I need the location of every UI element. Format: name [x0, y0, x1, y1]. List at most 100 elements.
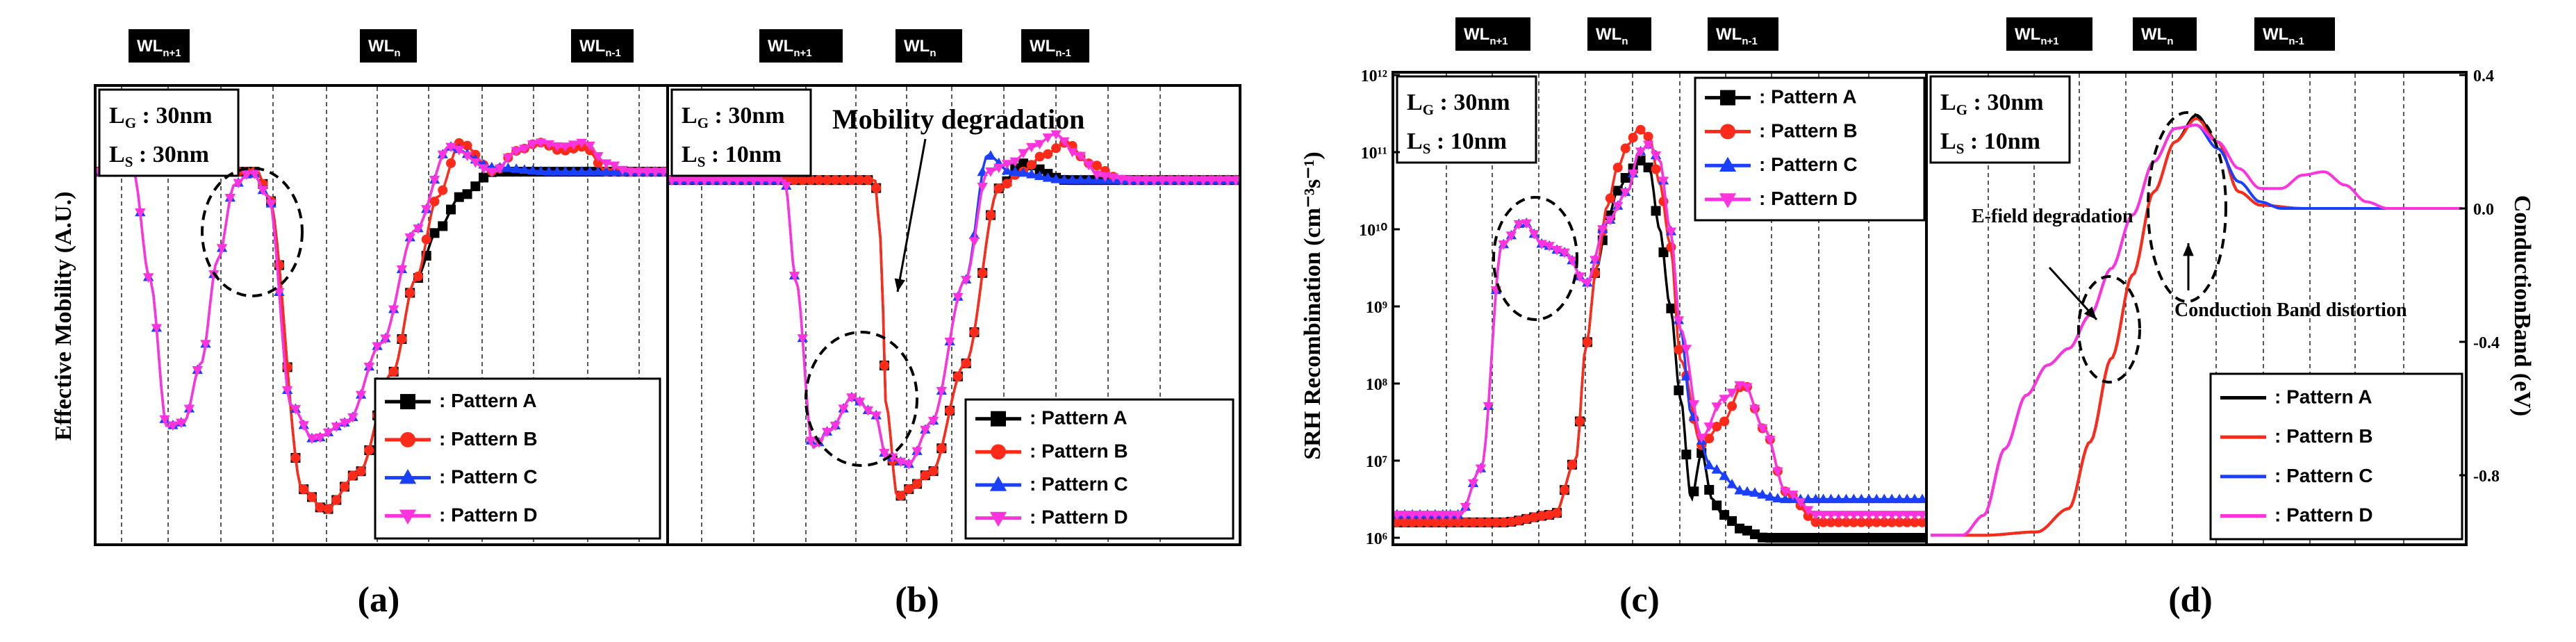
- data-point: [1222, 176, 1233, 186]
- legend-marker: [1720, 90, 1735, 106]
- wordline-label-box: [1708, 17, 1778, 51]
- data-point: [1476, 517, 1486, 527]
- data-point: [1414, 517, 1425, 527]
- data-point: [1864, 517, 1874, 527]
- data-point: [1514, 516, 1524, 526]
- wordline-label-box: [1021, 29, 1089, 63]
- annotation-text: E-field degradation: [1972, 206, 2133, 227]
- data-point: [764, 176, 775, 186]
- data-point: [1894, 511, 1905, 520]
- annotation-text: Conduction Band distortion: [2174, 299, 2407, 321]
- data-point: [985, 210, 996, 220]
- data-point: [1642, 140, 1654, 151]
- data-point: [1059, 174, 1070, 184]
- data-point: [985, 150, 996, 160]
- annotation-arrow-head: [894, 278, 905, 292]
- data-point: [1437, 511, 1448, 520]
- data-point: [159, 415, 170, 425]
- data-point: [1674, 345, 1684, 355]
- data-point: [1863, 493, 1875, 504]
- data-point: [1635, 147, 1646, 158]
- data-point: [363, 363, 375, 372]
- data-point: [1696, 434, 1707, 443]
- data-point: [830, 175, 841, 186]
- data-point: [1840, 511, 1852, 520]
- data-point: [323, 504, 333, 514]
- data-point: [1140, 176, 1152, 186]
- data-point: [290, 452, 301, 463]
- data-point: [1887, 517, 1897, 527]
- legend-label: : Pattern D: [1030, 507, 1128, 528]
- wordline-label-box: [2006, 17, 2092, 51]
- legend-marker: [1720, 124, 1735, 140]
- wordline-label: WLn-1: [2263, 25, 2304, 47]
- data-point: [470, 181, 481, 192]
- wordline-label-box: [2254, 17, 2335, 51]
- data-point: [1772, 493, 1783, 503]
- data-point: [1749, 404, 1760, 415]
- data-point: [1841, 533, 1851, 543]
- y-tick-label: 0.0: [2473, 201, 2494, 219]
- data-point: [1848, 511, 1860, 520]
- data-point: [781, 181, 792, 192]
- data-point: [1116, 174, 1127, 185]
- legend-label: : Pattern B: [2274, 425, 2373, 447]
- data-point: [1917, 533, 1927, 543]
- data-point: [1910, 517, 1920, 527]
- wordline-label: WLn: [368, 37, 400, 59]
- panel-c: : Pattern A: Pattern B: Pattern C: Patte…: [1392, 17, 1928, 620]
- data-point: [1001, 165, 1013, 175]
- data-point: [1552, 508, 1562, 518]
- data-point: [600, 159, 612, 170]
- y-tick-label: 10¹⁰: [1359, 222, 1387, 240]
- y-tick-label: 10⁶: [1366, 530, 1387, 548]
- data-point: [1794, 497, 1806, 508]
- series-line-pattern-d: [1397, 142, 1922, 516]
- data-point: [1009, 166, 1021, 176]
- data-point: [1825, 511, 1837, 520]
- data-point: [1795, 533, 1806, 543]
- data-point: [879, 360, 889, 370]
- data-point: [1871, 511, 1882, 520]
- y-axis-label: SRH Recombination (cm⁻³s⁻¹): [1300, 151, 1326, 459]
- data-point: [1703, 459, 1715, 470]
- data-point: [903, 460, 914, 470]
- data-point: [600, 166, 612, 176]
- data-point: [1083, 174, 1094, 184]
- data-point: [1043, 149, 1053, 159]
- data-point: [968, 237, 980, 247]
- data-point: [322, 428, 334, 438]
- data-point: [1902, 517, 1913, 527]
- data-point: [1544, 510, 1555, 520]
- data-point: [945, 406, 955, 416]
- data-point: [446, 158, 456, 168]
- y-tick-label: 10⁹: [1366, 299, 1387, 317]
- parameter-box: [670, 88, 812, 177]
- data-point: [1582, 337, 1592, 347]
- data-point: [1803, 533, 1813, 543]
- data-point: [151, 324, 163, 334]
- data-point: [854, 175, 865, 186]
- data-point: [1124, 176, 1135, 186]
- data-point: [576, 138, 588, 149]
- data-point: [355, 390, 367, 401]
- data-point: [1780, 533, 1790, 543]
- data-point: [1627, 170, 1639, 179]
- data-point: [846, 175, 857, 186]
- data-point: [1848, 493, 1860, 504]
- data-point: [1726, 478, 1737, 488]
- data-point: [1132, 176, 1143, 186]
- data-point: [372, 342, 383, 352]
- data-point: [413, 224, 424, 234]
- data-point: [1704, 484, 1715, 495]
- data-point: [1537, 511, 1547, 521]
- data-point: [1628, 133, 1638, 143]
- data-point: [846, 393, 857, 403]
- wordline-label: WLn+1: [2015, 25, 2059, 47]
- data-point: [1704, 434, 1715, 444]
- data-point: [1635, 124, 1646, 135]
- wordline-label-box: [129, 29, 190, 63]
- data-point: [339, 418, 350, 429]
- data-point: [281, 386, 293, 396]
- data-point: [798, 175, 808, 186]
